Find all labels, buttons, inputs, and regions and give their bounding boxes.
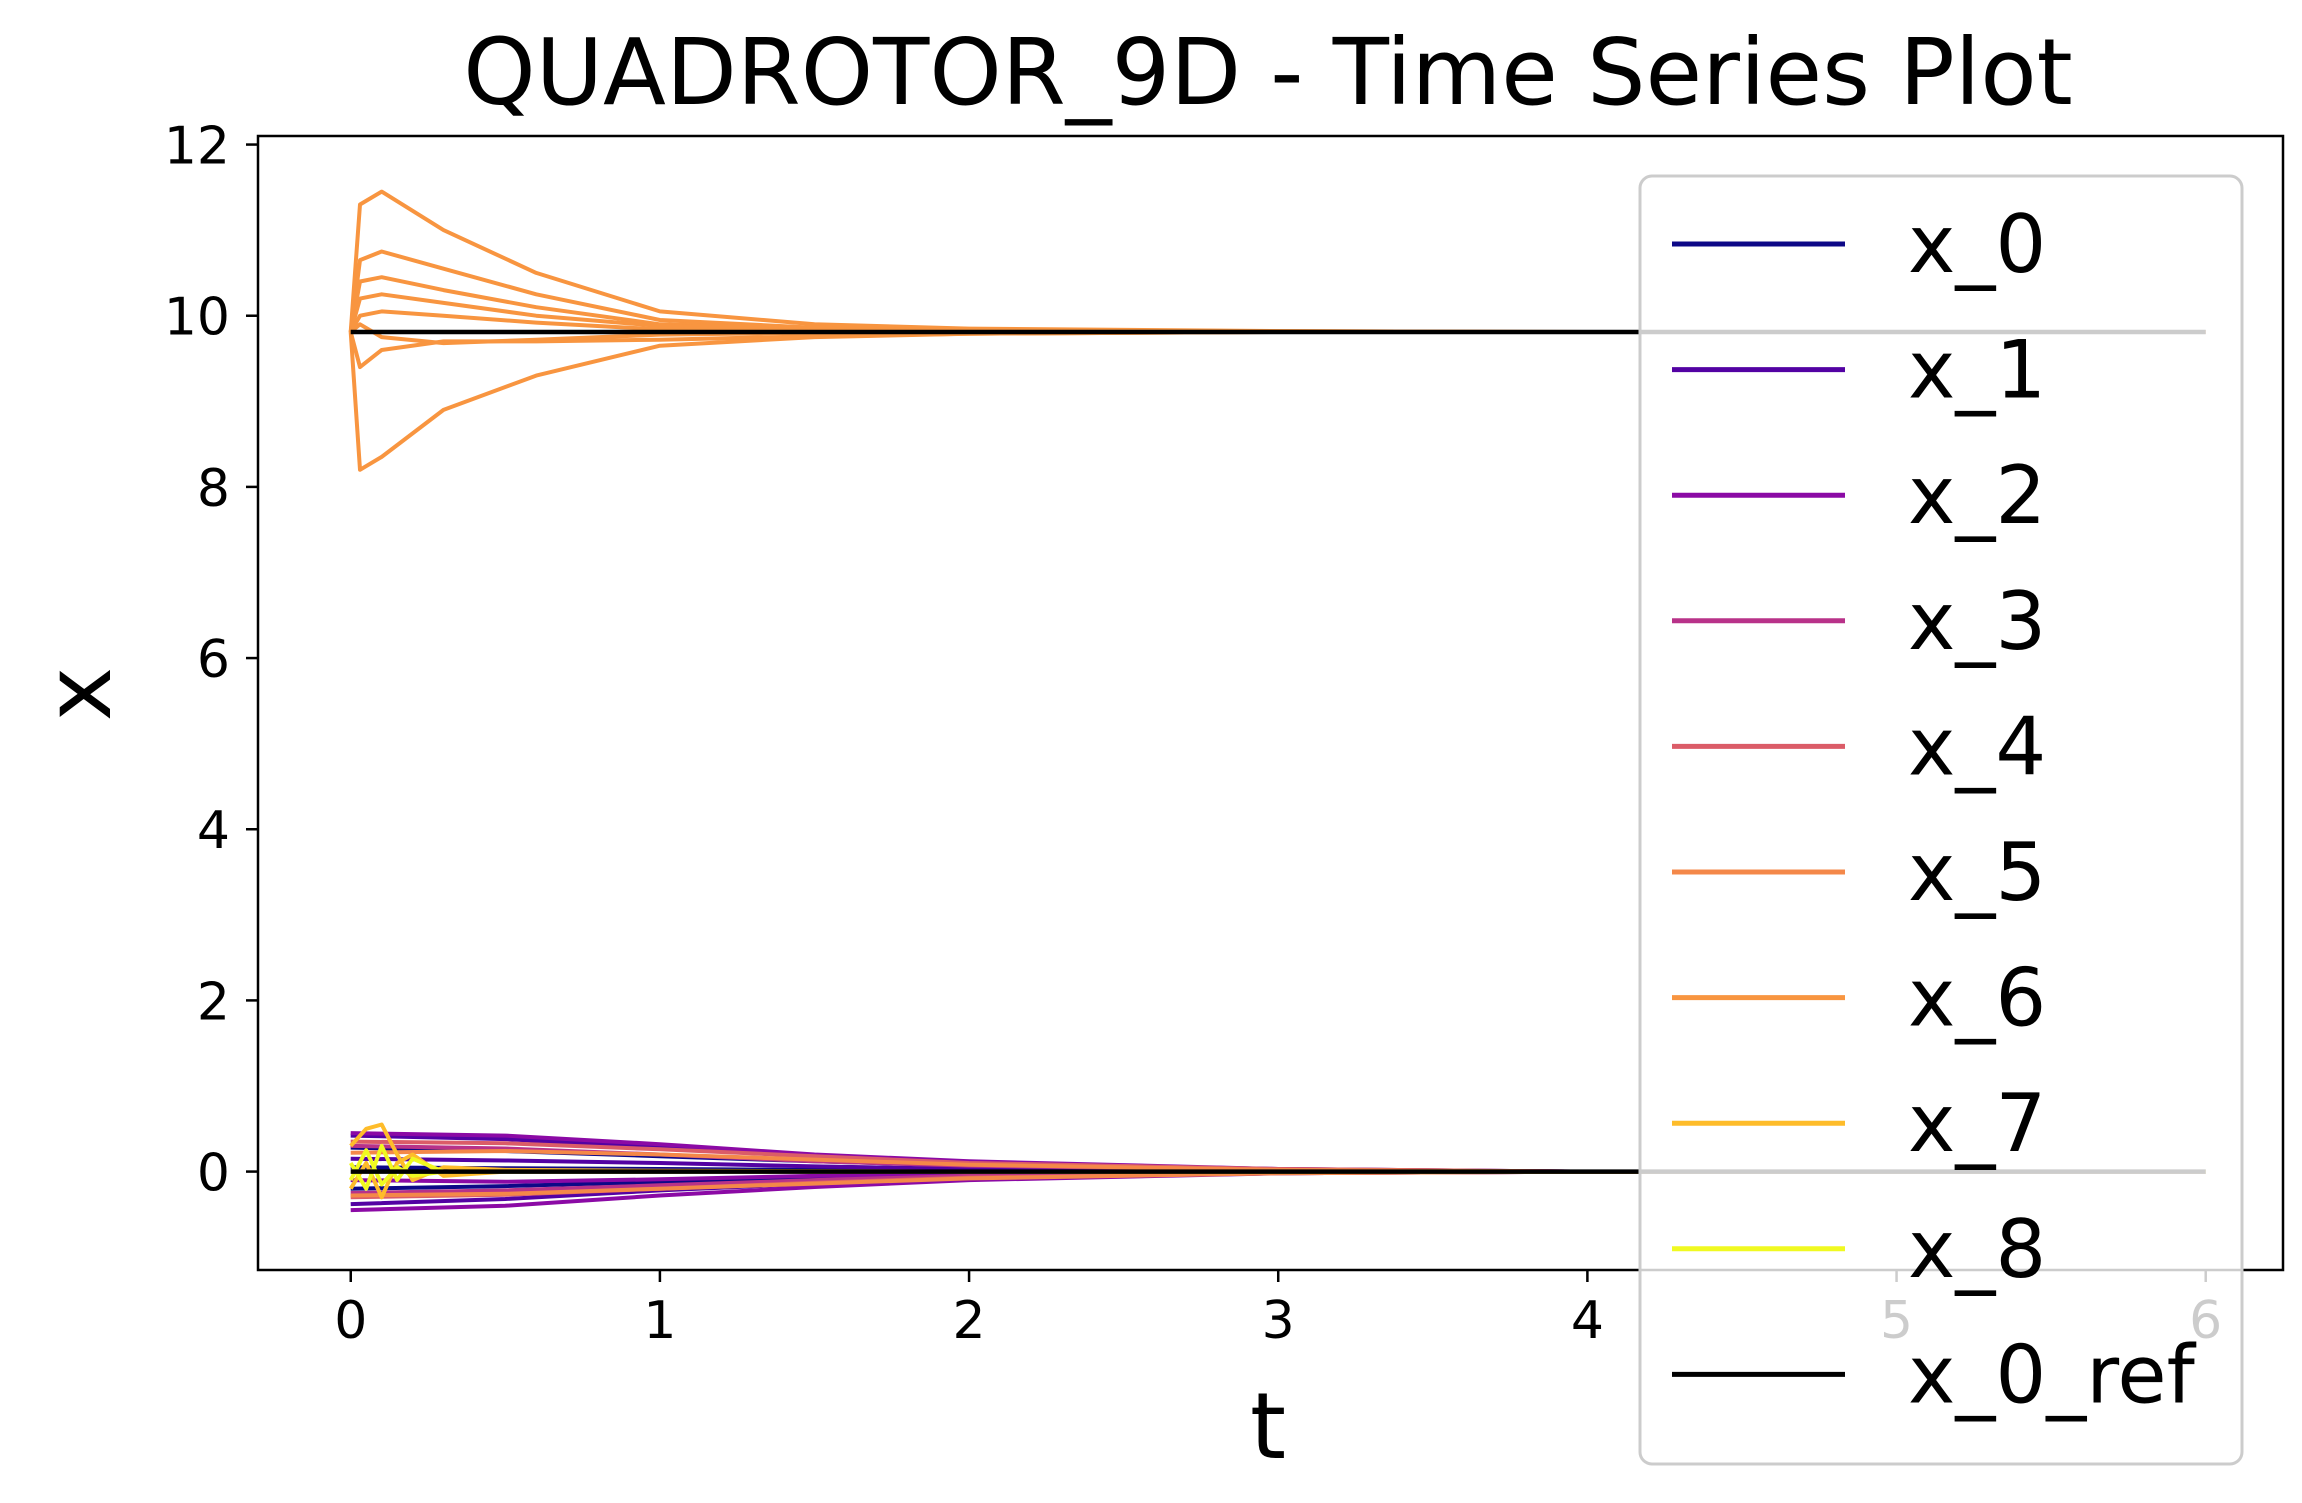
- y-tick-label: 4: [197, 801, 230, 861]
- legend-label-x_8: x_8: [1908, 1203, 2046, 1296]
- y-axis-label: x: [25, 667, 132, 721]
- legend-label-x_4: x_4: [1908, 700, 2046, 793]
- x-tick-label: 0: [334, 1291, 367, 1351]
- y-tick-label: 0: [197, 1144, 230, 1204]
- y-axis-ticks: 0 2 4 6 8 10 12: [164, 117, 258, 1204]
- x-axis-label: t: [1250, 1373, 1286, 1480]
- legend-label-x_3: x_3: [1908, 575, 2046, 668]
- y-tick-label: 6: [197, 630, 230, 690]
- x-tick-label: 4: [1571, 1291, 1604, 1351]
- y-tick-label: 10: [164, 288, 230, 348]
- legend-label-x_1: x_1: [1908, 324, 2046, 417]
- y-tick-label: 2: [197, 972, 230, 1032]
- legend-label-x_7: x_7: [1908, 1077, 2046, 1170]
- legend-label-x_0: x_0: [1908, 198, 2046, 291]
- chart-title: QUADROTOR_9D - Time Series Plot: [463, 19, 2072, 126]
- legend: x_0 x_1 x_2 x_3 x_4 x_5 x_6 x_7 x_8 x_0_ref: [1638, 174, 2244, 1466]
- legend-label-x_0_ref: x_0_ref: [1908, 1328, 2197, 1421]
- axes-frame: [256, 134, 2285, 1272]
- legend-label-x_6: x_6: [1908, 952, 2046, 1045]
- legend-box: [1638, 174, 2244, 1466]
- x-tick-label: 2: [953, 1291, 986, 1351]
- x-tick-label: 1: [643, 1291, 676, 1351]
- plot-lines: [348, 189, 2206, 1213]
- x-tick-label: 3: [1262, 1291, 1295, 1351]
- legend-label-x_5: x_5: [1908, 826, 2046, 919]
- legend-label-x_2: x_2: [1908, 449, 2046, 542]
- y-tick-label: 12: [164, 117, 230, 177]
- y-tick-label: 8: [197, 459, 230, 519]
